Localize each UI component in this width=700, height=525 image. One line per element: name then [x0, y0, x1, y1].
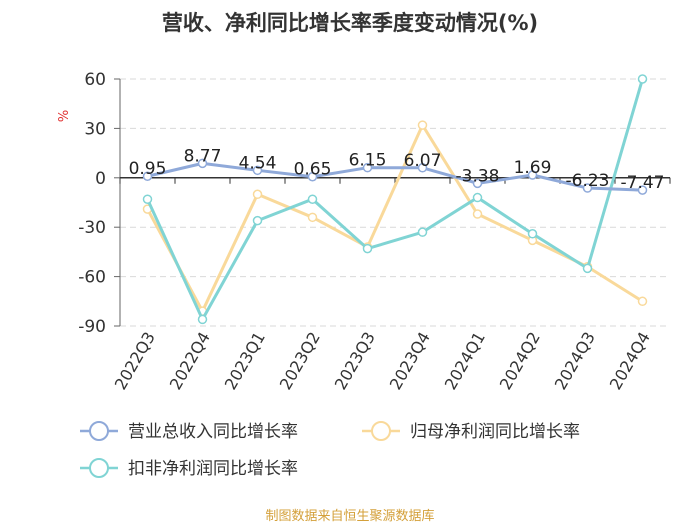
data-label: 6.15 [349, 151, 387, 171]
y-tick-label: 60 [84, 70, 106, 90]
x-tick-label: 2023Q4 [386, 329, 434, 393]
data-label: 4.54 [239, 153, 277, 173]
data-point[interactable] [142, 194, 153, 204]
data-point[interactable] [362, 162, 373, 173]
x-tick-label: 2023Q3 [331, 329, 379, 393]
x-tick-label: 2023Q2 [276, 329, 324, 393]
legend-label: 扣非净利润同比增长率 [128, 459, 298, 479]
data-label: 0.65 [294, 160, 332, 180]
data-point[interactable] [582, 263, 593, 274]
legend-item-0[interactable]: 营业总收入同比增长率 [80, 421, 298, 442]
data-point[interactable] [252, 189, 263, 200]
x-tick-label: 2024Q1 [441, 329, 489, 393]
data-label: -7.47 [621, 173, 665, 193]
data-point[interactable] [307, 194, 318, 204]
data-point[interactable] [142, 171, 153, 181]
data-point[interactable] [472, 178, 483, 189]
data-point[interactable] [417, 120, 428, 130]
y-tick-label: 0 [95, 169, 106, 189]
legend-label: 归母净利润同比增长率 [410, 422, 580, 442]
data-labels: 0.95 8.77 4.54 0.65 6.15 6.07 -3.38 1.69 -6.23 -7… [129, 146, 665, 193]
y-tick-label: 30 [84, 119, 106, 139]
series-line [146, 77, 644, 321]
x-tick-label: 2024Q4 [606, 329, 654, 393]
data-point[interactable] [637, 296, 648, 307]
data-label: -6.23 [566, 171, 610, 191]
data-point[interactable] [417, 227, 428, 237]
data-label: -3.38 [456, 166, 500, 186]
data-point[interactable] [197, 314, 208, 325]
legend-marker [89, 421, 109, 441]
x-tick-label: 2023Q1 [221, 329, 269, 393]
legend-marker [371, 421, 391, 441]
data-point[interactable] [637, 185, 648, 195]
data-point[interactable] [307, 212, 318, 223]
series-line [146, 161, 644, 192]
y-tick-label: -60 [78, 268, 106, 288]
y-tick-label: -30 [78, 218, 106, 238]
data-point[interactable] [637, 74, 648, 84]
series-0 [142, 158, 648, 195]
data-label: 0.95 [129, 159, 167, 179]
x-axis: 2022Q3 2022Q4 2023Q1 2023Q2 2023Q3 2023Q4 2024… [111, 177, 671, 393]
y-axis-unit: % [57, 110, 72, 122]
data-point[interactable] [472, 192, 483, 203]
series-2 [142, 74, 648, 325]
x-tick-label: 2024Q3 [551, 329, 599, 393]
legend-item-2[interactable]: 扣非净利润同比增长率 [80, 458, 298, 479]
data-point[interactable] [252, 165, 263, 176]
legend-marker [89, 458, 109, 478]
y-tick-label: -90 [78, 317, 106, 337]
data-point[interactable] [417, 163, 428, 173]
data-label: 8.77 [184, 146, 222, 166]
data-point[interactable] [527, 229, 538, 239]
x-tick-label: 2024Q2 [496, 329, 544, 393]
data-label: 1.69 [514, 158, 552, 178]
data-point[interactable] [582, 183, 593, 193]
series-lines [142, 74, 648, 325]
data-point[interactable] [252, 215, 263, 226]
data-point[interactable] [472, 209, 483, 219]
data-point[interactable] [527, 170, 538, 180]
gridlines [120, 78, 670, 327]
chart-title: 营收、净利同比增长率季度变动情况(%) [162, 11, 538, 35]
source-note: 制图数据来自恒生聚源数据库 [265, 508, 434, 524]
data-point[interactable] [197, 158, 208, 169]
series-line [146, 123, 644, 313]
legend-label: 营业总收入同比增长率 [128, 422, 298, 442]
data-label: 6.07 [404, 151, 442, 171]
data-point[interactable] [307, 171, 318, 182]
y-axis-ticks: 60 30 0 -30 -60 -90 [78, 70, 121, 337]
x-tick-label: 2022Q4 [166, 329, 214, 393]
legend-item-1[interactable]: 归母净利润同比增长率 [362, 421, 580, 442]
data-point[interactable] [362, 243, 373, 254]
x-tick-label: 2022Q3 [111, 329, 159, 393]
